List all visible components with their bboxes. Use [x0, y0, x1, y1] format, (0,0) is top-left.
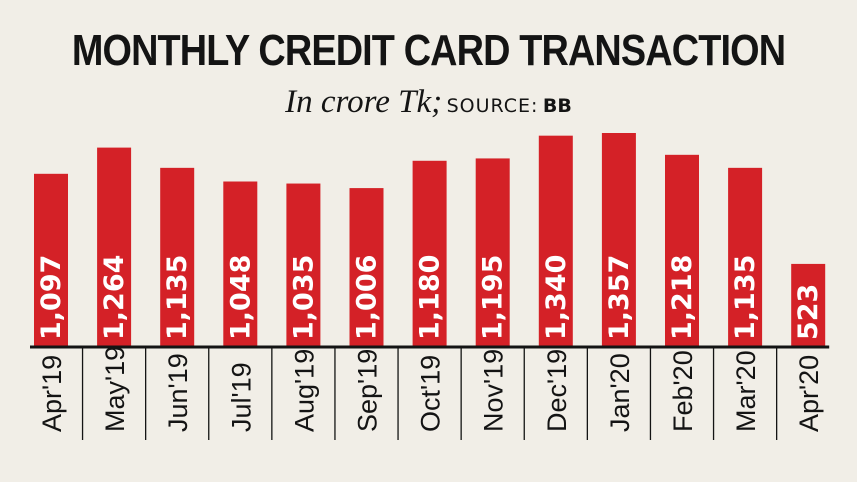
x-axis: Apr'19 May'19 Jun'19 Jul'19 Aug'19 Sep'19 Oct'… — [30, 345, 830, 440]
subtitle-row: In crore Tk; SOURCE: BB — [0, 84, 857, 121]
bar-value-label: 1,135 — [162, 255, 193, 340]
bar-value-label: 1,048 — [225, 255, 256, 340]
bar-value-label: 1,006 — [352, 255, 383, 340]
bar-value-label: 1,195 — [478, 255, 509, 340]
bar-value-label: 1,340 — [541, 255, 572, 340]
source-value: BB — [542, 95, 572, 117]
chart-title: MONTHLY CREDIT CARD TRANSACTION — [71, 26, 786, 75]
bar-4 — [286, 183, 321, 346]
bars-group: 1,097 1,264 1,135 1,048 1,035 1,006 1,180 1,195… — [34, 133, 826, 346]
x-tick-label: May'19 — [100, 346, 130, 432]
bar-value-label: 523 — [793, 284, 824, 340]
bar-11 — [728, 167, 763, 346]
bar-2 — [160, 167, 195, 346]
bar-12 — [791, 263, 826, 346]
x-tick-label: Feb'20 — [668, 350, 698, 432]
x-tick-label: Sep'19 — [353, 349, 383, 432]
x-tick-label: Jun'19 — [163, 353, 193, 432]
x-tick-label: Apr'19 — [37, 355, 67, 432]
bar-3 — [223, 181, 258, 346]
bar-1 — [97, 147, 132, 346]
bar-value-label: 1,135 — [730, 255, 761, 340]
x-tick-label: Dec'19 — [542, 349, 572, 432]
bar-10 — [665, 154, 699, 346]
x-tick-label: Jul'19 — [226, 362, 256, 432]
bar-0 — [34, 173, 68, 346]
bar-value-label: 1,180 — [415, 255, 446, 340]
x-tick-label: Aug'19 — [289, 349, 319, 432]
bar-value-label: 1,357 — [604, 255, 635, 340]
bar-value-label: 1,264 — [99, 255, 130, 340]
x-tick-label: Mar'20 — [731, 350, 761, 432]
bar-value-label: 1,097 — [36, 255, 67, 340]
source-label: SOURCE: — [446, 95, 539, 117]
bar-value-label: 1,218 — [667, 255, 698, 340]
bar-5 — [349, 188, 384, 346]
x-tick-label: Apr'20 — [794, 355, 824, 432]
bar-7 — [475, 158, 510, 346]
x-tick-label: Jan'20 — [605, 353, 635, 432]
bar-6 — [412, 160, 447, 346]
x-tick-label: Nov'19 — [479, 349, 509, 432]
bar-9 — [601, 133, 636, 346]
x-tick-label: Oct'19 — [416, 355, 446, 432]
bar-value-label: 1,035 — [288, 255, 319, 340]
chart-subtitle: In crore Tk; — [285, 84, 443, 120]
bar-8 — [538, 135, 573, 346]
